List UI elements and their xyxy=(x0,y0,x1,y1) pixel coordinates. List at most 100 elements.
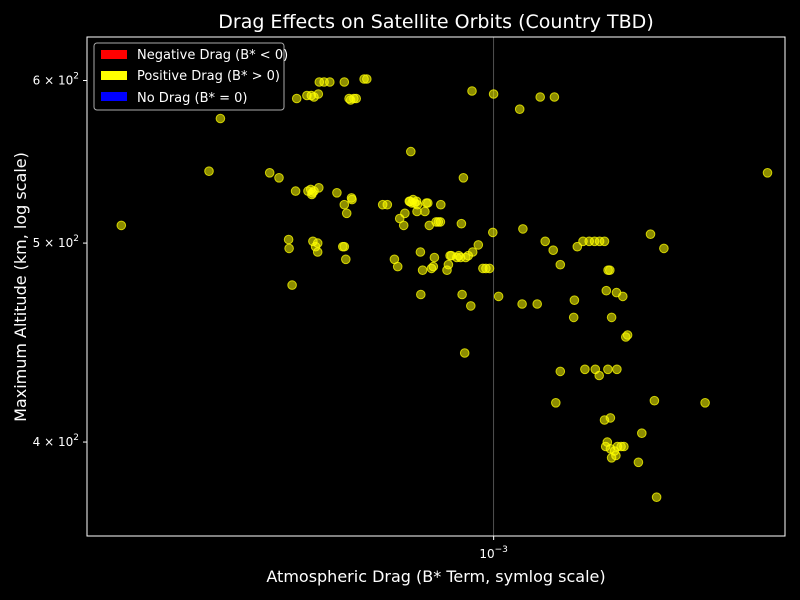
data-point xyxy=(551,398,561,408)
data-point xyxy=(555,259,566,270)
chart-title: Drag Effects on Satellite Orbits (Countr… xyxy=(218,11,653,33)
data-point xyxy=(429,252,440,263)
legend-label-zero: No Drag (B* = 0) xyxy=(137,91,248,106)
data-point xyxy=(633,457,644,468)
data-point xyxy=(459,348,470,358)
data-point xyxy=(339,77,350,87)
data-point xyxy=(473,240,484,250)
legend: Negative Drag (B* < 0) Positive Drag (B*… xyxy=(93,42,288,111)
data-point xyxy=(603,364,613,375)
data-point xyxy=(568,312,579,323)
data-point xyxy=(659,243,669,254)
data-point xyxy=(287,280,297,290)
data-point xyxy=(416,289,426,300)
data-point xyxy=(382,199,393,210)
data-point xyxy=(341,208,352,219)
legend-frame xyxy=(93,42,285,111)
points-layer xyxy=(116,74,773,503)
data-point xyxy=(417,265,428,276)
data-point xyxy=(456,218,467,229)
data-point xyxy=(264,168,275,178)
data-point xyxy=(594,370,605,381)
data-point xyxy=(619,441,629,452)
data-point xyxy=(435,217,446,227)
data-point xyxy=(622,330,633,340)
y-axis-ticks: 4 × 102 5 × 102 6 × 102 xyxy=(33,72,87,449)
data-point xyxy=(601,285,612,296)
data-point xyxy=(339,199,350,210)
data-point xyxy=(423,198,433,208)
data-point xyxy=(700,398,710,408)
legend-swatch-negative xyxy=(101,50,127,59)
y-tick-label: 5 × 102 xyxy=(33,234,79,250)
data-point xyxy=(312,247,323,257)
data-point xyxy=(555,366,566,377)
x-tick-label: 10−3 xyxy=(479,545,508,561)
data-point xyxy=(645,229,656,239)
data-point xyxy=(428,261,439,272)
data-point xyxy=(488,89,499,99)
data-point xyxy=(518,224,528,234)
data-point xyxy=(406,146,416,157)
data-point xyxy=(649,395,660,406)
data-point xyxy=(605,413,616,423)
data-point xyxy=(325,77,335,87)
legend-label-negative: Negative Drag (B* < 0) xyxy=(137,48,288,63)
data-point xyxy=(339,241,350,252)
data-point xyxy=(313,89,324,99)
x-axis-ticks: 10−3 xyxy=(479,536,508,561)
x-axis-label: Atmospheric Drag (B* Term, symlog scale) xyxy=(266,567,605,586)
data-point xyxy=(535,92,546,102)
data-point xyxy=(467,86,477,96)
data-point xyxy=(548,245,559,255)
y-axis-label: Maximum Altitude (km, log scale) xyxy=(11,152,30,422)
data-point xyxy=(314,183,324,193)
data-point xyxy=(116,220,127,231)
data-point xyxy=(215,113,226,124)
data-point xyxy=(400,208,410,219)
data-point xyxy=(283,234,294,245)
data-point xyxy=(284,243,294,254)
data-point xyxy=(599,236,610,247)
data-point xyxy=(291,93,302,104)
data-point xyxy=(362,74,372,84)
data-point xyxy=(532,299,543,309)
data-point xyxy=(412,206,422,217)
data-point xyxy=(618,291,628,302)
data-point xyxy=(415,247,426,257)
data-point xyxy=(274,173,284,183)
data-point xyxy=(580,364,590,375)
data-point xyxy=(420,206,430,217)
data-point xyxy=(443,259,454,270)
y-tick-label: 6 × 102 xyxy=(33,72,79,88)
legend-swatch-zero xyxy=(101,92,127,101)
data-point xyxy=(484,263,495,274)
data-point xyxy=(398,220,409,231)
data-point xyxy=(458,173,469,183)
plot-frame xyxy=(86,36,786,537)
data-point xyxy=(457,289,467,300)
data-point xyxy=(549,92,560,102)
data-point xyxy=(467,247,478,257)
data-point xyxy=(517,299,527,309)
data-point xyxy=(312,238,323,248)
data-point xyxy=(466,301,476,311)
data-point xyxy=(569,295,580,306)
plot-area xyxy=(87,37,785,536)
data-point xyxy=(762,168,773,178)
data-point xyxy=(540,236,551,247)
data-point xyxy=(204,166,214,176)
data-point xyxy=(290,186,301,196)
data-point xyxy=(436,199,446,210)
data-point xyxy=(572,241,583,252)
data-point xyxy=(332,188,342,198)
data-point xyxy=(392,261,403,272)
data-point xyxy=(493,291,504,302)
data-point xyxy=(347,194,357,205)
data-point xyxy=(341,254,351,265)
data-point xyxy=(612,364,622,375)
data-point xyxy=(637,428,647,439)
data-point xyxy=(488,227,498,238)
data-point xyxy=(651,492,662,503)
